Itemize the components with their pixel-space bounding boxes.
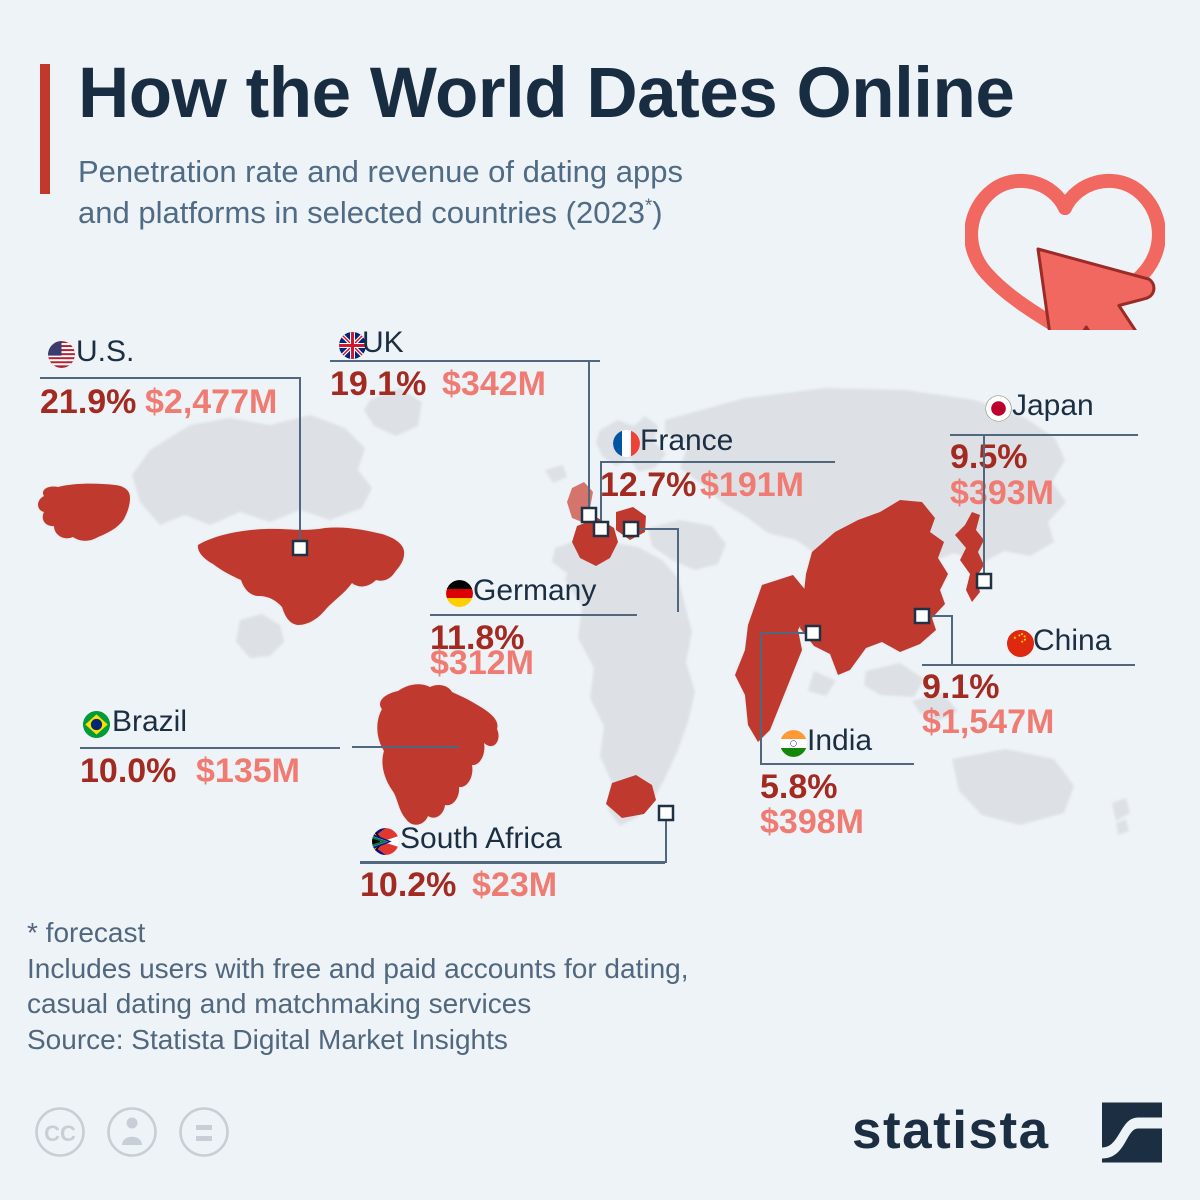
svg-text:statista: statista [852, 1101, 1050, 1160]
svg-text:CC: CC [44, 1121, 76, 1146]
